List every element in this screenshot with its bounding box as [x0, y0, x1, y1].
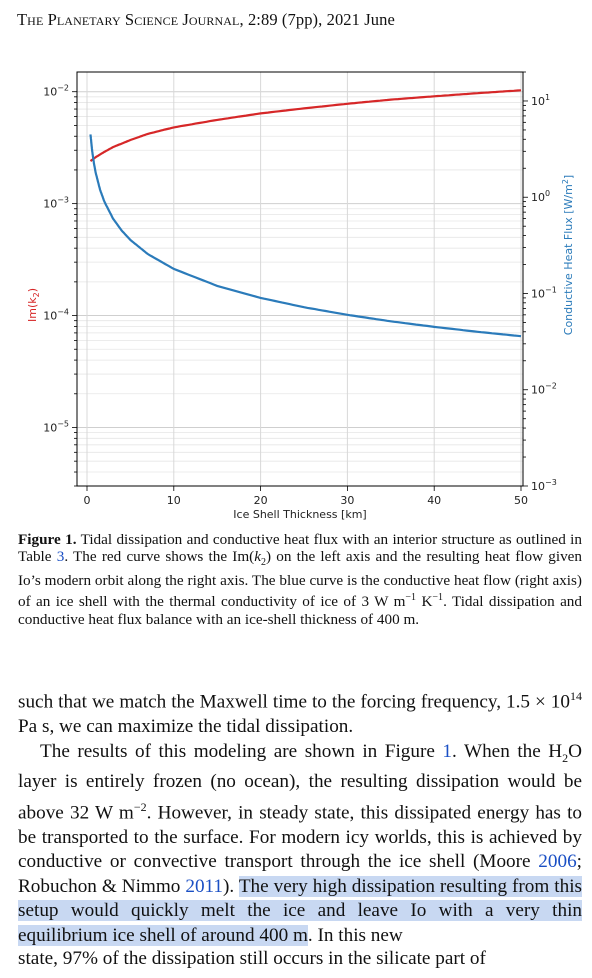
- paragraph-text: O layer is entirely frozen (no ocean), t…: [18, 740, 582, 823]
- figure-caption: Figure 1. Tidal dissipation and conducti…: [18, 531, 582, 628]
- superscript: −2: [133, 799, 147, 814]
- x-tick-label: 40: [427, 494, 441, 507]
- caption-text: Tidal dissipation and conductive heat fl…: [18, 531, 582, 566]
- left-tick-label: 10−3: [43, 196, 69, 211]
- left-axis-label: Im(k2): [26, 288, 41, 322]
- paragraph-text: . However, in steady state, this dissipa…: [18, 801, 582, 873]
- figure-label: Figure 1.: [18, 531, 77, 548]
- paragraph-1: such that we match the Maxwell time to t…: [18, 684, 582, 740]
- citation-link-robuchon[interactable]: 2011: [185, 875, 224, 897]
- caption-superscript: −1: [432, 592, 444, 604]
- x-tick-label: 10: [167, 494, 181, 507]
- right-tick-label: 100: [531, 189, 550, 204]
- chart-ticks: 0 10 20 30 40 50 10−2 10−3 10−4 10−5 101 100 10−1 10−…: [43, 71, 557, 507]
- x-tick-label: 50: [514, 494, 528, 507]
- caption-symbol: k: [254, 548, 261, 566]
- caption-text: . Tidal dissipation and conductive heat …: [18, 593, 582, 628]
- x-axis-label: Ice Shell Thickness [km]: [233, 508, 366, 521]
- left-tick-label: 10−4: [43, 308, 69, 323]
- right-tick-label: 10−3: [531, 478, 557, 493]
- series-im-k2-line: [89, 89, 522, 162]
- right-axis-label: Conductive Heat Flux [W/m2]: [561, 175, 575, 335]
- figure-1-chart: 0 10 20 30 40 50 10−2 10−3 10−4 10−5 101 100 10−1 10−…: [26, 71, 575, 521]
- citation: , 2:89 (7pp), 2021 June: [239, 10, 395, 29]
- plot-frame: [76, 71, 524, 487]
- paragraph-text: . When the H: [452, 740, 563, 762]
- right-tick-label: 10−2: [531, 382, 557, 397]
- caption-text: K: [416, 593, 433, 611]
- paragraph-text: ).: [223, 875, 239, 897]
- journal-name: The Planetary Science Journal: [17, 10, 240, 29]
- partial-line: state, 97% of the dissipation still occu…: [18, 948, 486, 969]
- figure-link[interactable]: 1: [442, 740, 452, 762]
- running-header: The Planetary Science Journal, 2:89 (7pp…: [17, 10, 395, 30]
- caption-text: ) on the left axis and the resulting hea…: [18, 548, 582, 611]
- caption-text: . The red curve shows the Im(: [64, 548, 255, 566]
- x-tick-label: 30: [340, 494, 354, 507]
- body-text: such that we match the Maxwell time to t…: [18, 684, 582, 949]
- superscript: 14: [570, 689, 582, 703]
- right-tick-label: 10−1: [531, 285, 557, 300]
- caption-subscript: 2: [260, 557, 266, 569]
- left-tick-label: 10−2: [43, 84, 69, 99]
- paragraph-2: The results of this modeling are shown i…: [18, 740, 582, 949]
- subscript: 2: [562, 750, 569, 765]
- right-tick-label: 101: [531, 93, 550, 108]
- caption-superscript: −1: [405, 592, 417, 604]
- paragraph-text: such that we match the Maxwell time to t…: [18, 691, 570, 713]
- paragraph-text: . In this new: [307, 924, 403, 946]
- x-tick-label: 20: [254, 494, 268, 507]
- paragraph-text: Pa s, we can maximize the tidal dissipat…: [18, 715, 354, 737]
- x-tick-label: 0: [84, 494, 91, 507]
- left-tick-label: 10−5: [43, 419, 69, 434]
- paragraph-text: The results of this modeling are shown i…: [40, 740, 443, 762]
- chart-grid: [77, 72, 523, 487]
- series-heat-flux-line: [89, 134, 522, 338]
- paragraph-text: ; Robuchon & Nimmo: [18, 851, 582, 897]
- citation-link-moore[interactable]: 2006: [538, 851, 577, 873]
- table-link[interactable]: 3: [56, 548, 65, 566]
